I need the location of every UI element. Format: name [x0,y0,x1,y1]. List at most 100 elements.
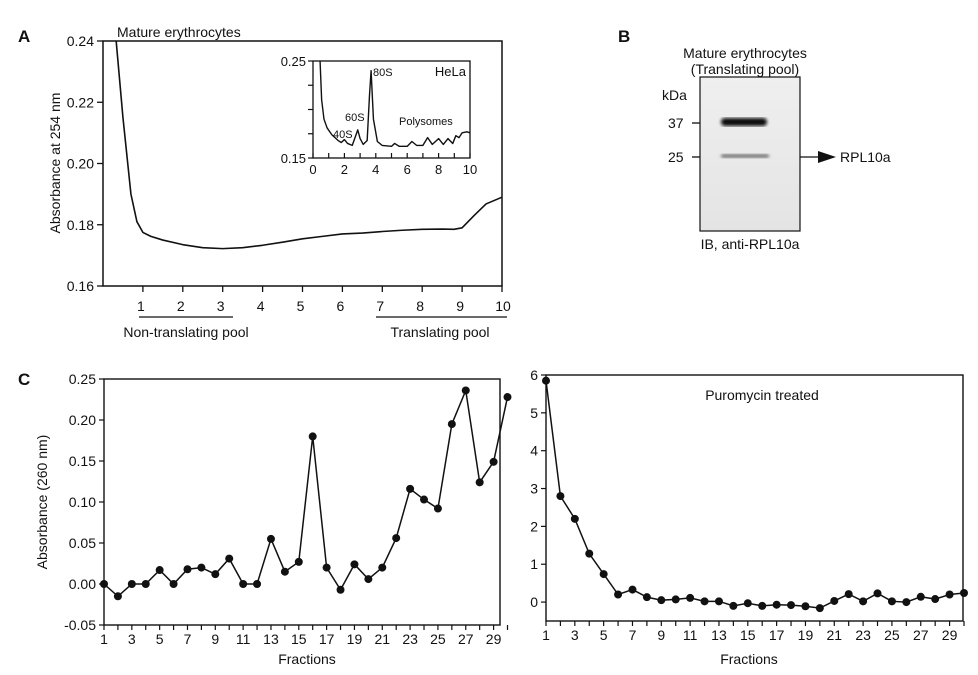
x-tick-label: 27 [913,627,929,643]
data-point [294,557,303,566]
plot-frame [103,378,501,626]
x-tick-label: 23 [402,631,418,647]
data-point [887,597,896,606]
data-point [815,604,824,613]
data-line [103,387,509,598]
x-tick-label: 3 [571,627,579,643]
x-tick-label: 27 [458,631,474,647]
panel-a-ylabel: Absorbance at 254 nm [47,93,63,234]
peak-label-80s: 80S [373,67,393,79]
marker-37: 37 [668,115,684,131]
data-point [873,589,882,598]
x-tick-label: 9 [211,631,219,647]
data-point [758,601,767,610]
data-point [392,534,401,543]
x-tick-label: 7 [376,298,384,314]
x-tick-label: 11 [236,631,251,647]
data-point [183,565,192,574]
inset-title: HeLa [435,64,467,79]
x-tick-label: 8 [435,162,442,177]
data-point [253,580,262,588]
x-tick-label: 4 [372,162,379,177]
x-tick-label: 8 [416,298,424,314]
data-point [364,575,373,584]
y-tick-label: 0.00 [69,576,96,592]
x-tick-label: 23 [855,627,871,643]
panel-label-c: C [18,370,30,389]
panel-c-right-title: Puromycin treated [705,387,819,403]
x-tick-label: 10 [463,162,477,177]
data-point [556,492,565,501]
y-tick-label: 3 [530,481,538,497]
peak-label-60s: 60S [345,112,365,124]
x-tick-label: 21 [826,627,842,643]
x-tick-label: 15 [740,627,756,643]
data-point [475,478,484,487]
x-tick-label: 17 [769,627,785,643]
plot-frame [545,374,964,622]
y-tick-label: 4 [530,443,538,459]
panel-label-a: A [18,27,30,46]
data-point [155,566,164,575]
data-point [542,376,550,385]
y-tick-label: 2 [530,518,538,534]
data-point [280,567,289,576]
y-tick-label: 0.16 [67,278,94,294]
data-point [447,420,456,429]
x-tick-label: 9 [456,298,464,314]
x-tick-label: 4 [257,298,265,314]
y-tick-label: 1 [530,556,538,572]
panel-c-left-ylabel: Absorbance (260 nm) [34,435,50,570]
data-point [378,563,387,572]
data-point [113,592,122,601]
data-point [406,484,415,493]
x-tick-label: 5 [156,631,164,647]
panel-a-chart: Mature erythrocytes Absorbance at 254 nm… [47,24,511,340]
data-point [308,432,317,441]
data-point [714,597,723,606]
data-point [931,595,940,604]
panel-c-left-chart: Absorbance (260 nm) Fractions -0.05 0.00 0… [34,371,512,667]
x-tick-label: 6 [404,162,411,177]
x-tick-label: 17 [319,631,335,647]
data-point [729,601,738,610]
y-tick-label: 0.18 [67,217,94,233]
hela-trace [319,60,471,148]
peak-label-40s: 40S [333,129,353,141]
data-point [657,596,666,605]
x-tick-label: 9 [657,627,665,643]
panel-b-western-blot: Mature erythrocytes (Translating pool) k… [662,45,891,252]
data-point [420,495,429,504]
y-tick-label: 0.22 [67,94,94,110]
data-point [266,534,275,543]
translating-label: Translating pool [390,324,489,340]
data-point [211,570,220,579]
data-point [787,601,796,610]
data-point [960,588,968,597]
panel-c-right-xlabel: Fractions [720,651,778,667]
x-tick-label: 15 [291,631,307,647]
data-point [743,599,752,608]
x-tick-label: 0 [309,162,316,177]
data-point [585,549,594,558]
x-tick-label: 3 [128,631,136,647]
x-tick-label: 11 [683,627,698,643]
x-tick-label: 25 [884,627,900,643]
x-tick-label: 13 [263,631,279,647]
band-25kda [721,154,769,158]
absorbance-trace [115,40,503,250]
data-point [350,560,359,569]
x-tick-label: 1 [100,631,108,647]
x-tick-label: 19 [347,631,363,647]
y-tick-label: 0.15 [69,453,96,469]
data-point [141,580,150,588]
arrow-head-icon [818,151,836,163]
x-tick-label: 19 [798,627,814,643]
data-point [100,580,108,588]
x-tick-label: 5 [297,298,305,314]
x-tick-label: 29 [942,627,958,643]
data-line [545,380,965,609]
data-point [461,386,470,395]
blot-unit-label: kDa [662,87,687,103]
